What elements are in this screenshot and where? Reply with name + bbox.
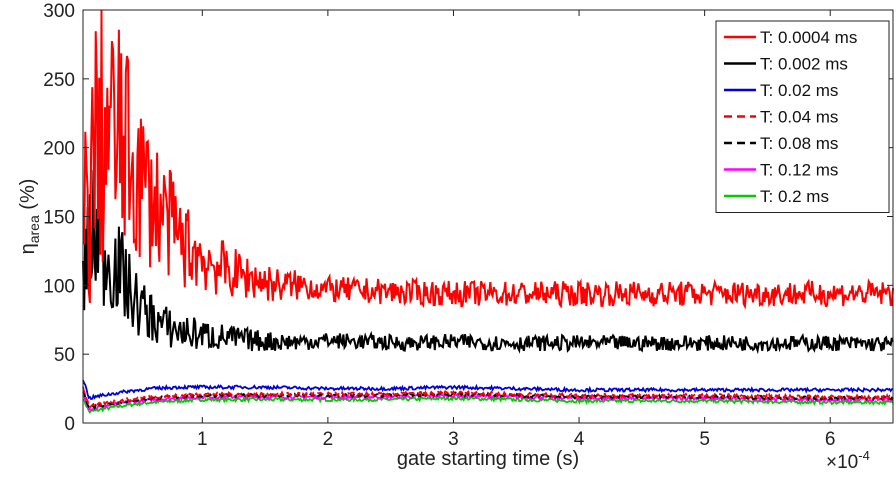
legend: T: 0.0004 ms T: 0.002 ms T: 0.02 ms T: 0.04… (715, 20, 890, 213)
x-axis-exponent: ×10-4 (826, 448, 870, 473)
y-axis-label-subscript: area (26, 215, 42, 243)
series-line-3 (82, 386, 894, 409)
y-tick-label: 50 (54, 345, 75, 366)
y-tick-label: 250 (43, 70, 75, 91)
legend-item-label: T: 0.2 ms (760, 187, 829, 206)
series-line-1 (82, 169, 894, 355)
y-axis-label-unit: (%) (17, 179, 39, 216)
legend-item-label: T: 0.04 ms (760, 108, 838, 127)
y-axis-label: ηarea (%) (17, 179, 42, 255)
legend-item-label: T: 0.0004 ms (760, 28, 857, 47)
legend-item-label: T: 0.02 ms (760, 81, 838, 100)
ticks-layer: 1 2 3 4 5 6 0 50 100 150 200 250 300 (43, 1, 893, 450)
x-tick-label: 4 (574, 429, 585, 450)
x-axis-exponent-power: -4 (858, 448, 870, 463)
y-tick-label: 100 (43, 276, 75, 297)
x-tick-label: 6 (825, 429, 836, 450)
series-line-2 (82, 379, 894, 401)
series-line-6 (82, 394, 894, 414)
y-axis-label-main: η (17, 243, 39, 254)
series-line-0 (82, 10, 894, 310)
x-tick-label: 1 (197, 429, 208, 450)
y-tick-label: 150 (43, 208, 75, 229)
x-axis-exponent-base: ×10 (826, 452, 858, 473)
legend-item-label: T: 0.12 ms (760, 161, 838, 180)
y-tick-label: 200 (43, 139, 75, 160)
y-tick-label: 0 (64, 414, 75, 435)
x-tick-label: 2 (323, 429, 334, 450)
x-axis-label: gate starting time (s) (397, 448, 579, 470)
legend-item-label: T: 0.08 ms (760, 134, 838, 153)
series-line-4 (82, 390, 894, 411)
x-tick-label: 5 (699, 429, 710, 450)
legend-item-label: T: 0.002 ms (760, 55, 848, 74)
series-layer (82, 10, 894, 414)
y-tick-label: 300 (43, 1, 75, 22)
x-tick-label: 3 (448, 429, 459, 450)
